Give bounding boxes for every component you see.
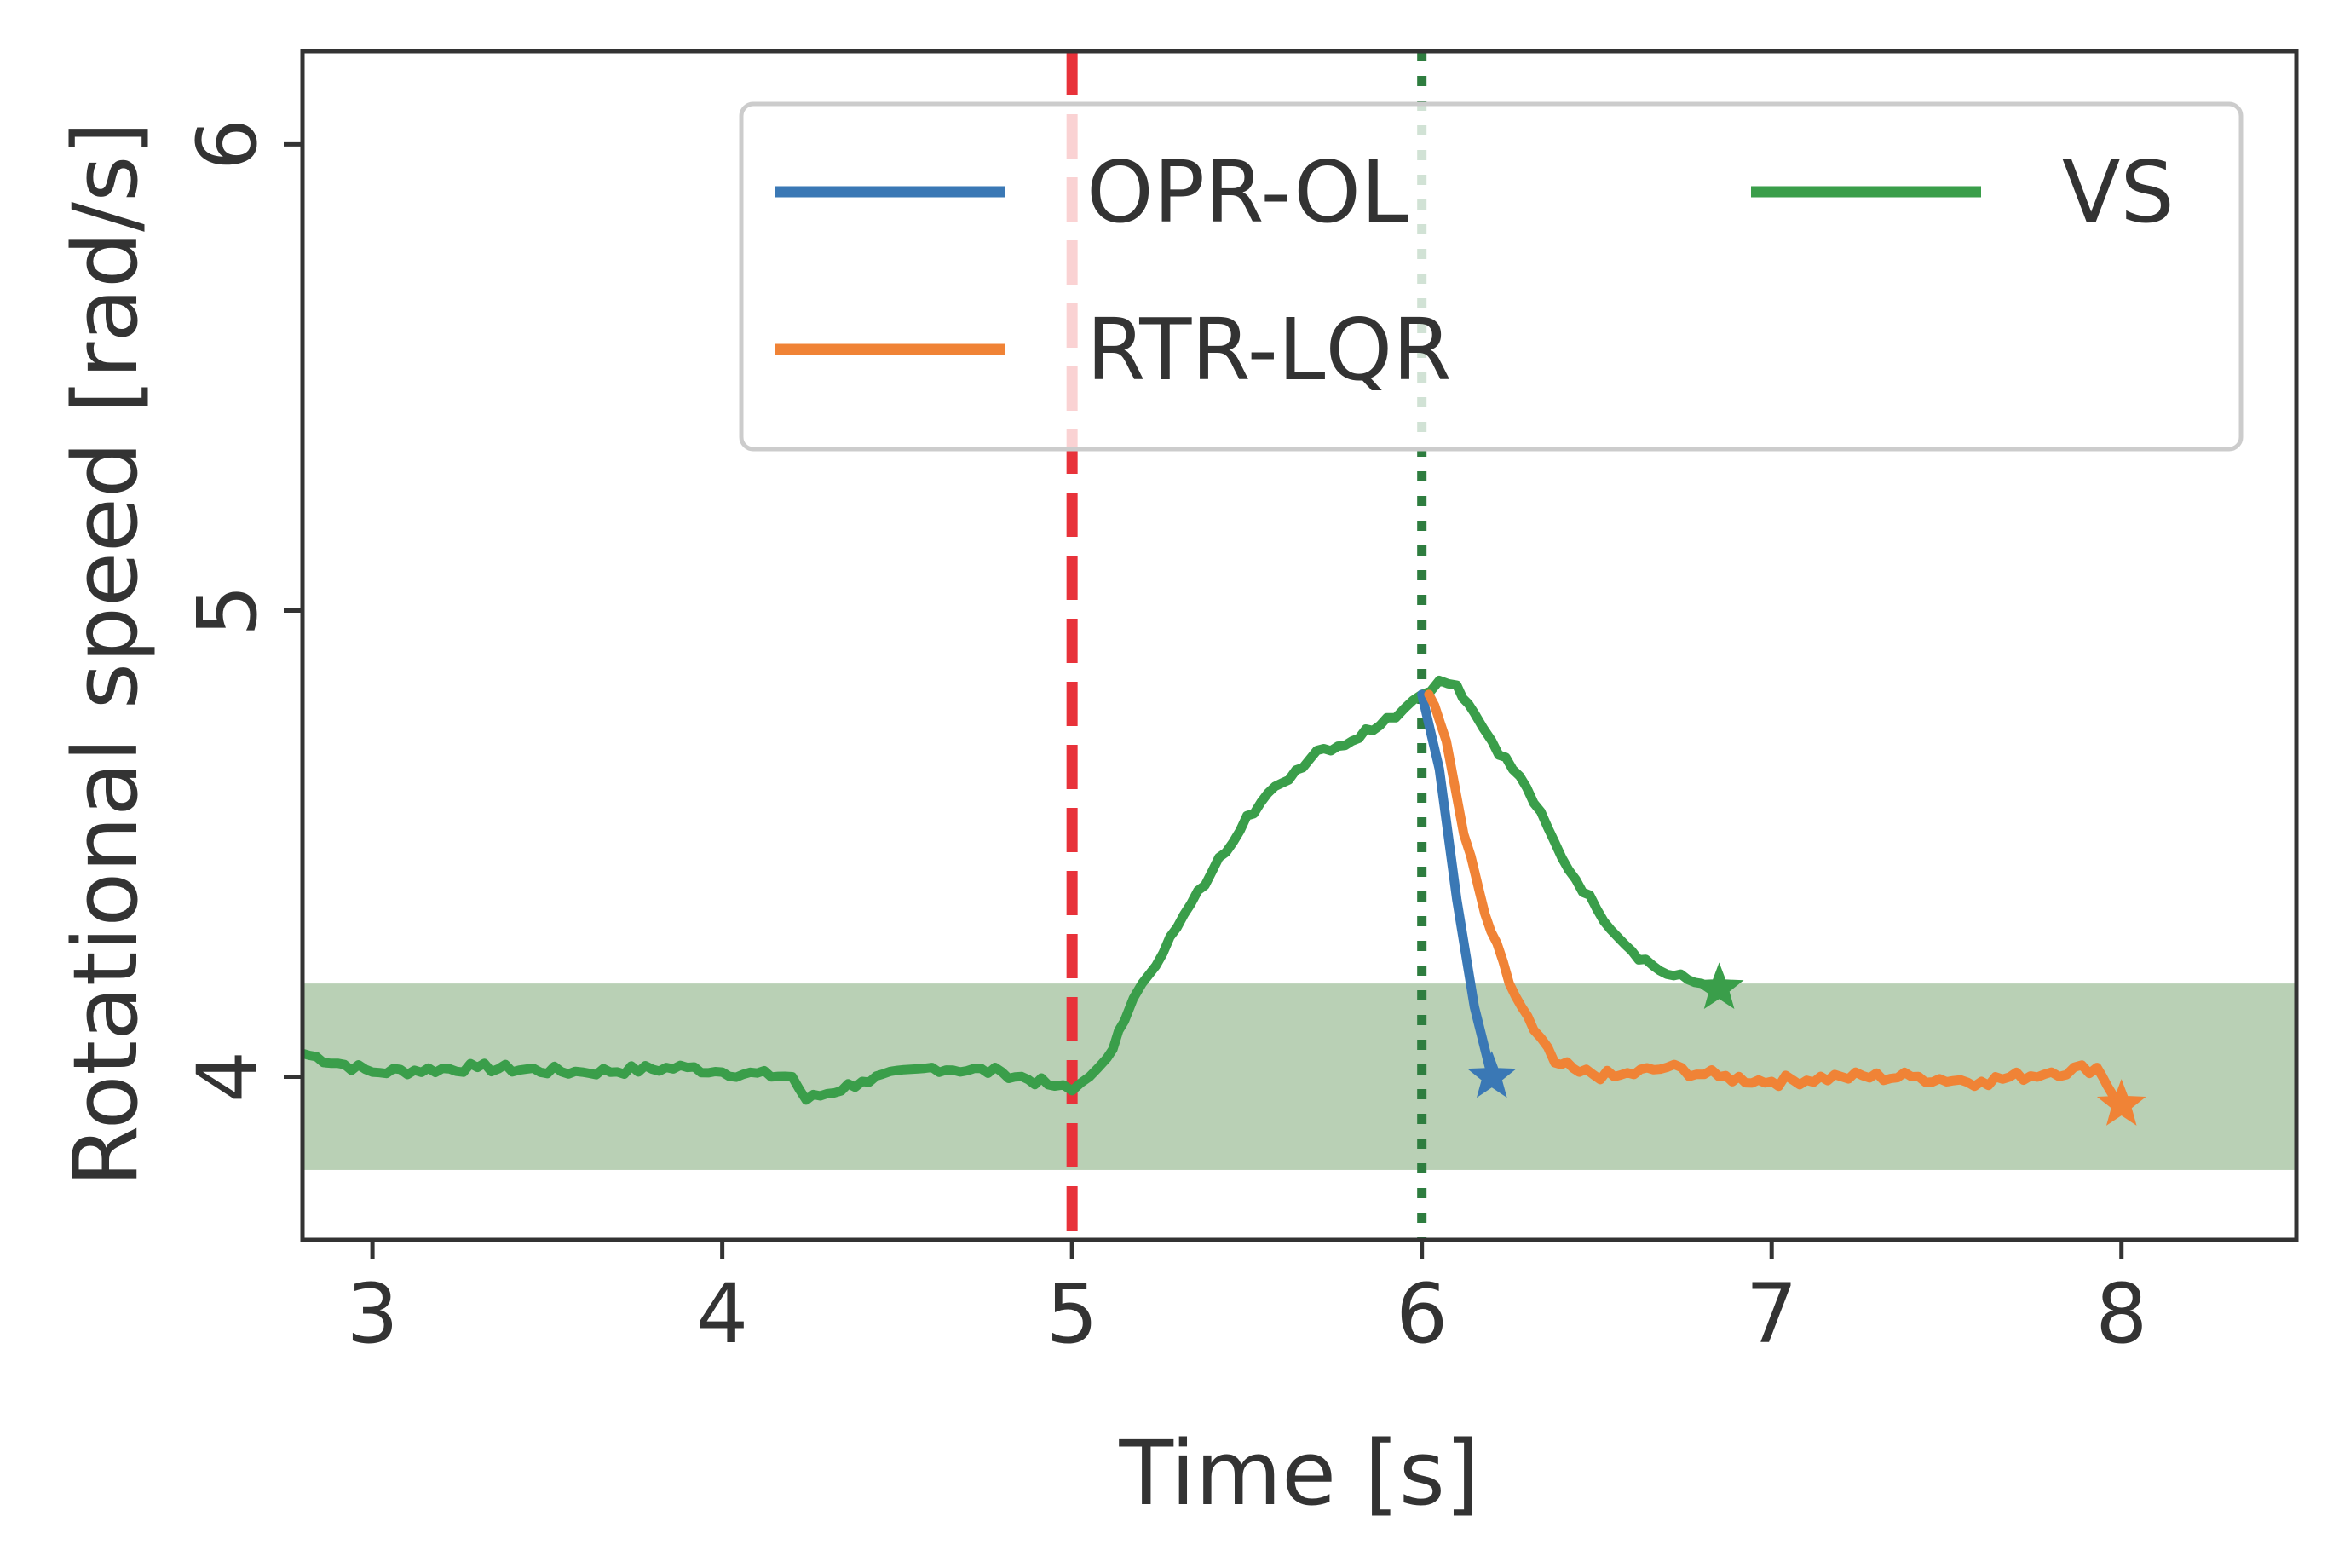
legend-label-opr-ol: OPR-OL (1086, 142, 1408, 242)
x-tick-label: 8 (2095, 1266, 2147, 1362)
series-line-rtr-lqr (1424, 689, 2127, 1110)
series-end-marker-rtr-lqr (2096, 1079, 2146, 1126)
x-tick-label: 4 (696, 1266, 748, 1362)
y-tick-label: 6 (180, 118, 275, 170)
plot-area (302, 51, 2296, 1240)
series-end-marker-opr-ol (1467, 1051, 1517, 1098)
x-tick-label: 5 (1046, 1266, 1098, 1362)
series-line-opr-ol (1417, 689, 1497, 1081)
legend-box (739, 101, 2244, 452)
series-line-vs (302, 676, 1725, 1105)
series-end-marker-vs (1694, 962, 1744, 1010)
legend-label-rtr-lqr: RTR-LQR (1086, 300, 1452, 400)
axes: 3 4 5 6 7 8 4 5 6 (180, 49, 2299, 1362)
x-tick-label: 7 (1746, 1266, 1798, 1362)
axes-frame (300, 49, 2299, 1242)
y-tick-label: 4 (180, 1051, 275, 1103)
legend-label-vs: VS (2062, 142, 2175, 242)
legend: OPR-OL RTR-LQR VS (739, 101, 2244, 452)
x-axis-label: Time [s] (1119, 1421, 1480, 1525)
y-tick-label: 5 (180, 585, 275, 637)
y-axis-label: Rotational speed [rad/s] (54, 121, 158, 1187)
x-tick-label: 3 (347, 1266, 399, 1362)
plot-content (302, 51, 2296, 1240)
x-tick-label: 6 (1396, 1266, 1448, 1362)
